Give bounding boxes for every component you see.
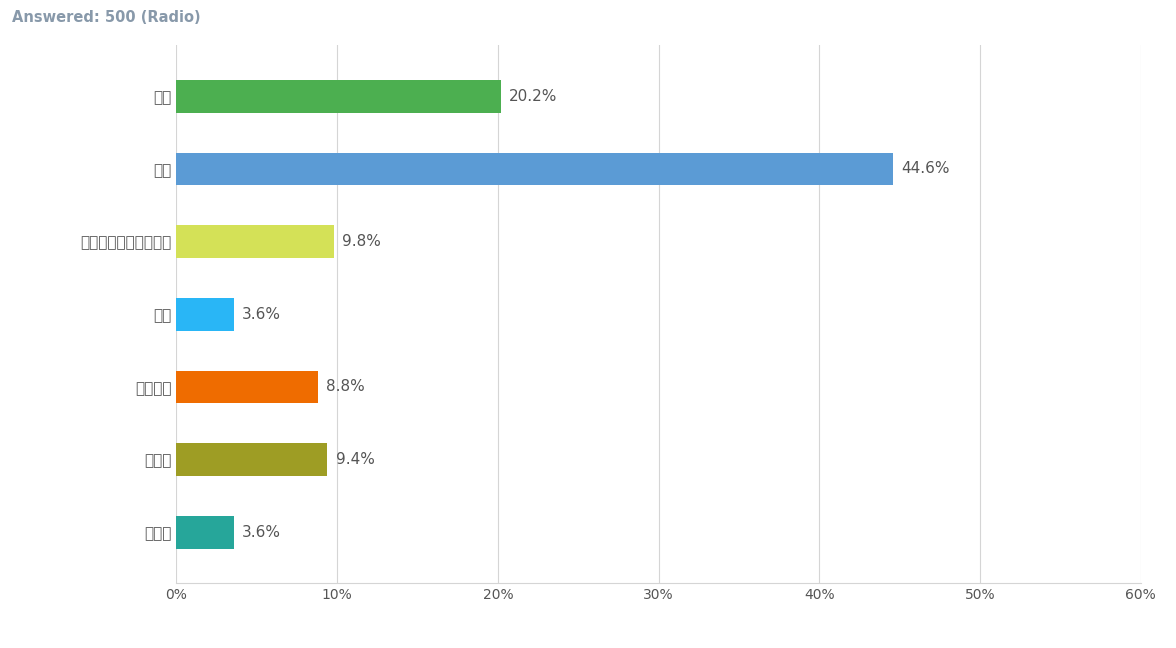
Text: 9.4%: 9.4% — [335, 452, 374, 467]
Bar — [176, 298, 234, 330]
Text: 44.6%: 44.6% — [901, 161, 950, 176]
Bar — [176, 443, 327, 476]
Text: 20.2%: 20.2% — [509, 89, 557, 104]
Bar — [176, 226, 334, 258]
Bar — [176, 371, 318, 403]
Bar — [176, 152, 894, 185]
Bar — [176, 516, 234, 549]
Text: 3.6%: 3.6% — [242, 525, 281, 540]
Text: Answered: 500 (Radio): Answered: 500 (Radio) — [12, 10, 200, 25]
Text: 8.8%: 8.8% — [326, 380, 365, 395]
Bar — [176, 80, 501, 113]
Text: 3.6%: 3.6% — [242, 307, 281, 322]
Text: 9.8%: 9.8% — [342, 234, 381, 249]
